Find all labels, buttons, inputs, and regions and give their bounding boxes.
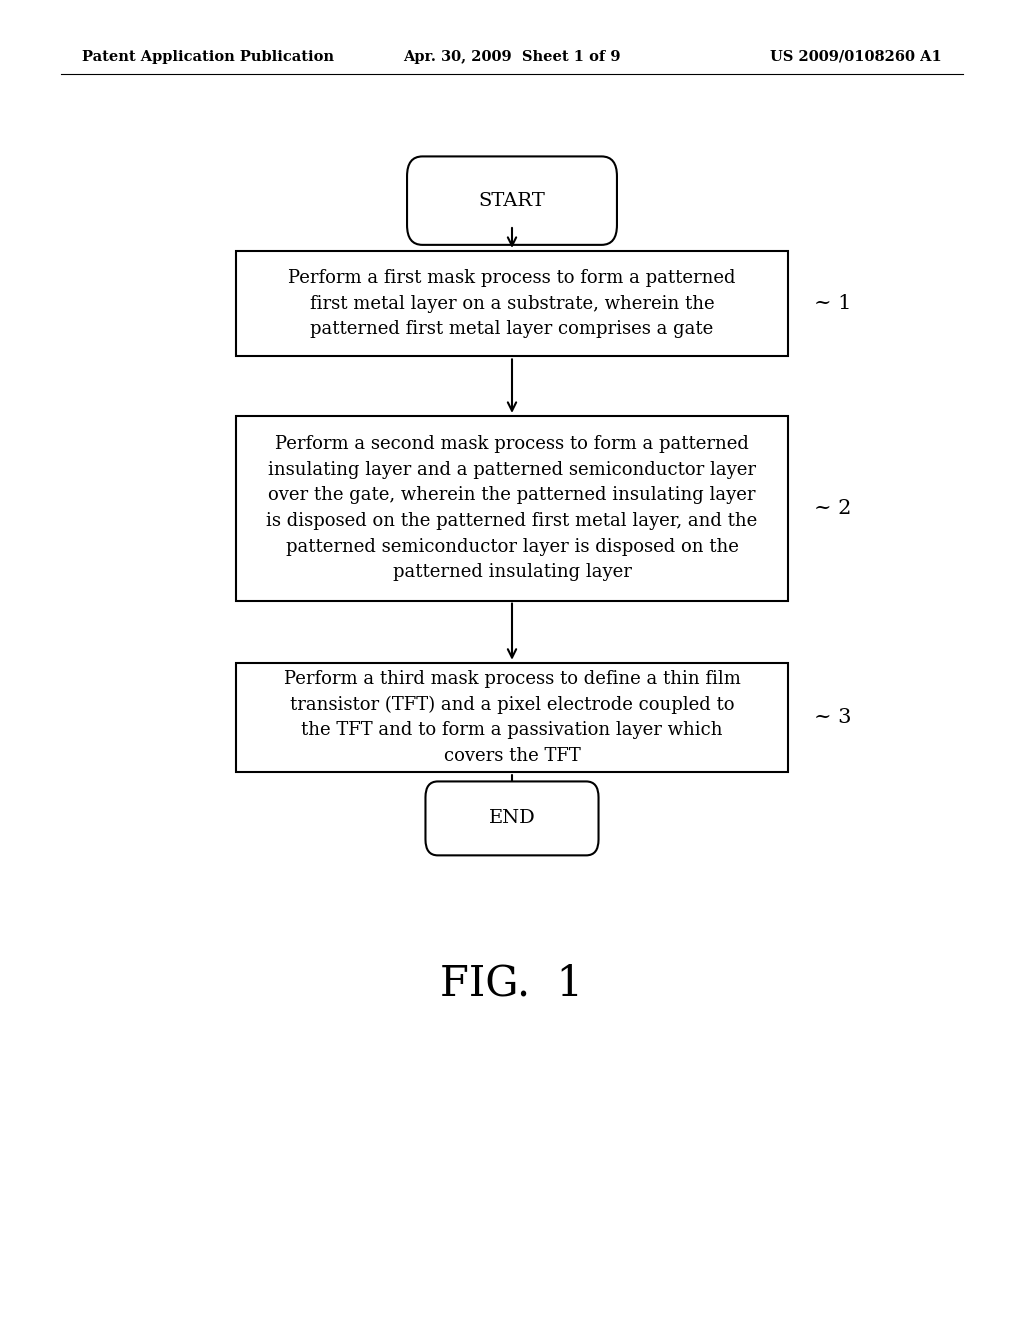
Text: ~ 3: ~ 3 <box>814 708 852 727</box>
Text: Perform a second mask process to form a patterned
insulating layer and a pattern: Perform a second mask process to form a … <box>266 436 758 581</box>
Text: Patent Application Publication: Patent Application Publication <box>82 50 334 63</box>
Bar <box>236 663 788 772</box>
Text: START: START <box>478 191 546 210</box>
Text: US 2009/0108260 A1: US 2009/0108260 A1 <box>770 50 942 63</box>
Bar <box>236 416 788 601</box>
Text: END: END <box>488 809 536 828</box>
Text: ~ 2: ~ 2 <box>814 499 851 517</box>
Text: Perform a first mask process to form a patterned
first metal layer on a substrat: Perform a first mask process to form a p… <box>288 269 736 338</box>
FancyBboxPatch shape <box>407 157 616 244</box>
Text: Perform a third mask process to define a thin film
transistor (TFT) and a pixel : Perform a third mask process to define a… <box>284 669 740 766</box>
Text: FIG.  1: FIG. 1 <box>440 962 584 1005</box>
Text: Apr. 30, 2009  Sheet 1 of 9: Apr. 30, 2009 Sheet 1 of 9 <box>403 50 621 63</box>
Bar <box>236 251 788 356</box>
Text: ~ 1: ~ 1 <box>814 294 852 313</box>
FancyBboxPatch shape <box>426 781 598 855</box>
